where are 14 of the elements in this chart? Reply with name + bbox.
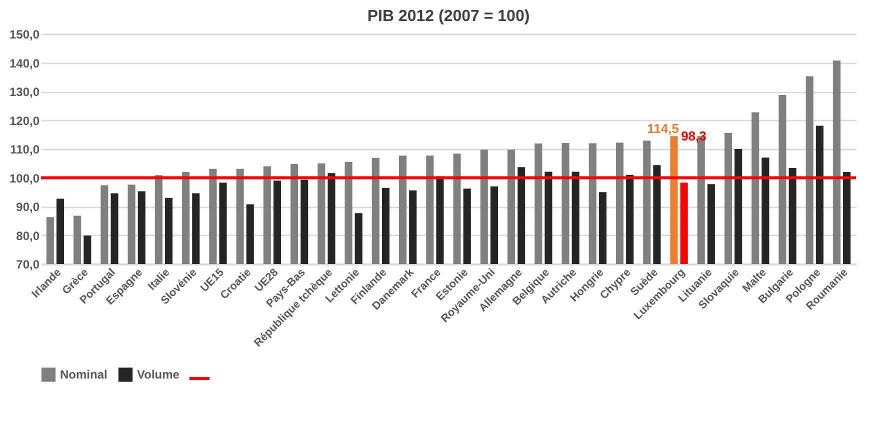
legend-label: Volume [137,368,180,382]
y-tick-label: 150,0 [9,28,40,42]
y-tick-label: 120,0 [9,114,40,128]
data-label: 98,3 [681,128,706,144]
y-tick-label: 80,0 [16,228,40,243]
legend-label: Nominal [60,368,108,382]
y-tick-label: 140,0 [9,56,40,70]
data-label: 114,5 [647,121,679,136]
y-tick-label: 130,0 [9,85,40,99]
y-tick-label: 70,0 [16,258,40,272]
y-tick-label: 110,0 [10,142,40,156]
y-tick-label: 90,0 [16,200,40,214]
y-tick-label: 100,0 [9,171,40,186]
chart-title: PIB 2012 (2007 = 100) [367,8,530,25]
